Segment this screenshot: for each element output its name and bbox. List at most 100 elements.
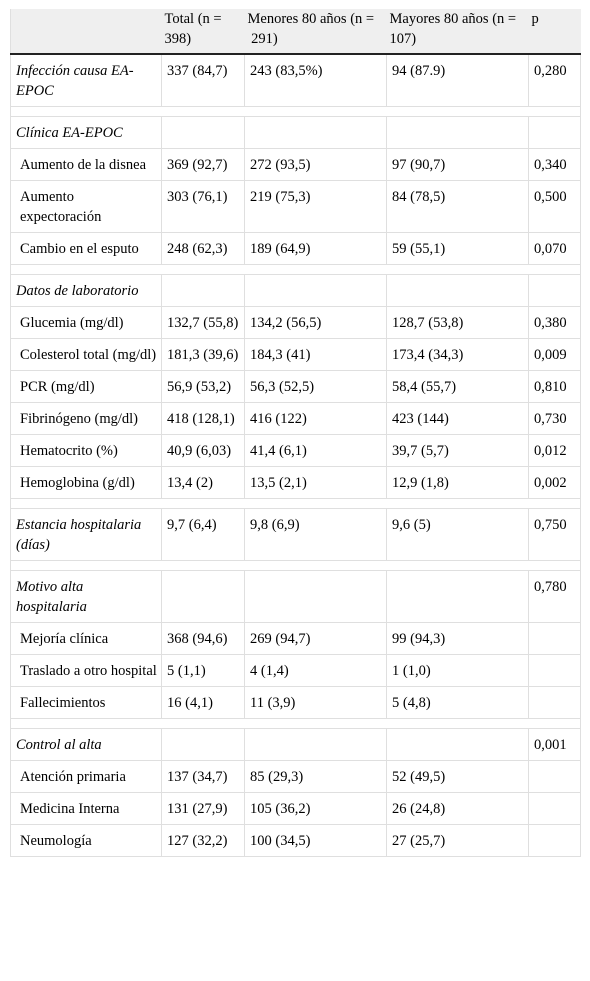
cell-under-80: 416 (122) [244,402,387,435]
row-label: Aumento expectoración [10,180,162,233]
cell-under-80: 269 (94,7) [244,622,387,655]
spacer-cell [10,264,581,275]
cell-over-80: 99 (94,3) [386,622,529,655]
row-label: Fallecimientos [10,686,162,719]
header-cell-total: Total (n = 398) [161,9,245,55]
cell-total: 181,3 (39,6) [161,338,245,371]
cell-over-80: 59 (55,1) [386,232,529,265]
cell-total: 303 (76,1) [161,180,245,233]
header-cell-under-80: Menores 80 años (n = 291) [244,9,387,55]
table-row: Cambio en el esputo 248 (62,3) 189 (64,9) 5… [10,232,581,265]
section-label: Clínica EA-EPOC [10,116,162,149]
cell-p [528,792,581,825]
table-row: PCR (mg/dl) 56,9 (53,2) 56,3 (52,5) 58,4 (5… [10,370,581,403]
row-label: Hematocrito (%) [10,434,162,467]
section-label: Datos de laboratorio [10,274,162,307]
table-row: Atención primaria 137 (34,7) 85 (29,3) 52 (… [10,760,581,793]
cell-total [161,728,245,761]
section-label: Motivo alta hospitalaria [10,570,162,623]
cell-p: 0,001 [528,728,581,761]
table-row: Aumento de la disnea 369 (92,7) 272 (93,5)… [10,148,581,181]
cell-over-80: 39,7 (5,7) [386,434,529,467]
table-row: Mejoría clínica 368 (94,6) 269 (94,7) 99 (9… [10,622,581,655]
row-label: Traslado a otro hospital [10,654,162,687]
section-row: Motivo alta hospitalaria 0,780 [10,570,581,623]
spacer-row [10,106,581,117]
spacer-row [10,560,581,571]
spacer-row [10,718,581,729]
table-row: Hemoglobina (g/dl) 13,4 (2) 13,5 (2,1) 12,9… [10,466,581,499]
table-row: Neumología 127 (32,2) 100 (34,5) 27 (25,7) [10,824,581,857]
cell-total [161,274,245,307]
cell-under-80: 219 (75,3) [244,180,387,233]
cell-over-80 [386,274,529,307]
cell-over-80: 97 (90,7) [386,148,529,181]
row-label: Colesterol total (mg/dl) [10,338,162,371]
cell-over-80 [386,728,529,761]
spacer-row [10,498,581,509]
cell-total: 5 (1,1) [161,654,245,687]
cell-p: 0,070 [528,232,581,265]
spacer-cell [10,498,581,509]
cell-total: 16 (4,1) [161,686,245,719]
cell-over-80: 94 (87.9) [386,54,529,107]
cell-under-80: 184,3 (41) [244,338,387,371]
cell-p: 0,810 [528,370,581,403]
cell-over-80: 1 (1,0) [386,654,529,687]
cell-p [528,274,581,307]
cell-total: 248 (62,3) [161,232,245,265]
cell-over-80: 27 (25,7) [386,824,529,857]
cell-over-80: 9,6 (5) [386,508,529,561]
row-label: Atención primaria [10,760,162,793]
cell-total: 13,4 (2) [161,466,245,499]
cell-under-80: 4 (1,4) [244,654,387,687]
cell-over-80: 5 (4,8) [386,686,529,719]
cell-over-80 [386,570,529,623]
cell-under-80: 11 (3,9) [244,686,387,719]
cell-p: 0,002 [528,466,581,499]
row-label: Medicina Interna [10,792,162,825]
cell-p: 0,380 [528,306,581,339]
cell-p: 0,780 [528,570,581,623]
spacer-row [10,264,581,275]
cell-total: 127 (32,2) [161,824,245,857]
cell-total: 369 (92,7) [161,148,245,181]
cell-over-80: 84 (78,5) [386,180,529,233]
cell-total: 40,9 (6,03) [161,434,245,467]
table-row: Traslado a otro hospital 5 (1,1) 4 (1,4) 1 … [10,654,581,687]
row-label: Fibrinógeno (mg/dl) [10,402,162,435]
cell-under-80: 243 (83,5%) [244,54,387,107]
table-row: Glucemia (mg/dl) 132,7 (55,8) 134,2 (56,5)… [10,306,581,339]
cell-total: 418 (128,1) [161,402,245,435]
row-label: Mejoría clínica [10,622,162,655]
section-row: Infección causa EA-EPOC 337 (84,7) 243 (83… [10,54,581,107]
row-label: PCR (mg/dl) [10,370,162,403]
cell-over-80: 52 (49,5) [386,760,529,793]
table-row: Fallecimientos 16 (4,1) 11 (3,9) 5 (4,8) [10,686,581,719]
cell-total: 131 (27,9) [161,792,245,825]
cell-under-80 [244,274,387,307]
cell-p [528,654,581,687]
cell-total: 137 (34,7) [161,760,245,793]
cell-under-80 [244,570,387,623]
data-table: Total (n = 398) Menores 80 años (n = 291… [10,9,581,857]
section-row: Clínica EA-EPOC [10,116,581,149]
row-label: Glucemia (mg/dl) [10,306,162,339]
section-label: Control al alta [10,728,162,761]
spacer-cell [10,718,581,729]
cell-total [161,570,245,623]
cell-over-80: 26 (24,8) [386,792,529,825]
cell-total: 56,9 (53,2) [161,370,245,403]
cell-total: 132,7 (55,8) [161,306,245,339]
cell-total: 368 (94,6) [161,622,245,655]
table-row: Aumento expectoración 303 (76,1) 219 (75,3… [10,180,581,233]
table-row: Fibrinógeno (mg/dl) 418 (128,1) 416 (122) 4… [10,402,581,435]
cell-total [161,116,245,149]
header-cell-blank [10,9,162,55]
cell-p [528,622,581,655]
cell-p: 0,730 [528,402,581,435]
cell-over-80: 423 (144) [386,402,529,435]
section-label: Infección causa EA-EPOC [10,54,162,107]
cell-under-80: 100 (34,5) [244,824,387,857]
header-cell-over-80: Mayores 80 años (n = 107) [386,9,529,55]
